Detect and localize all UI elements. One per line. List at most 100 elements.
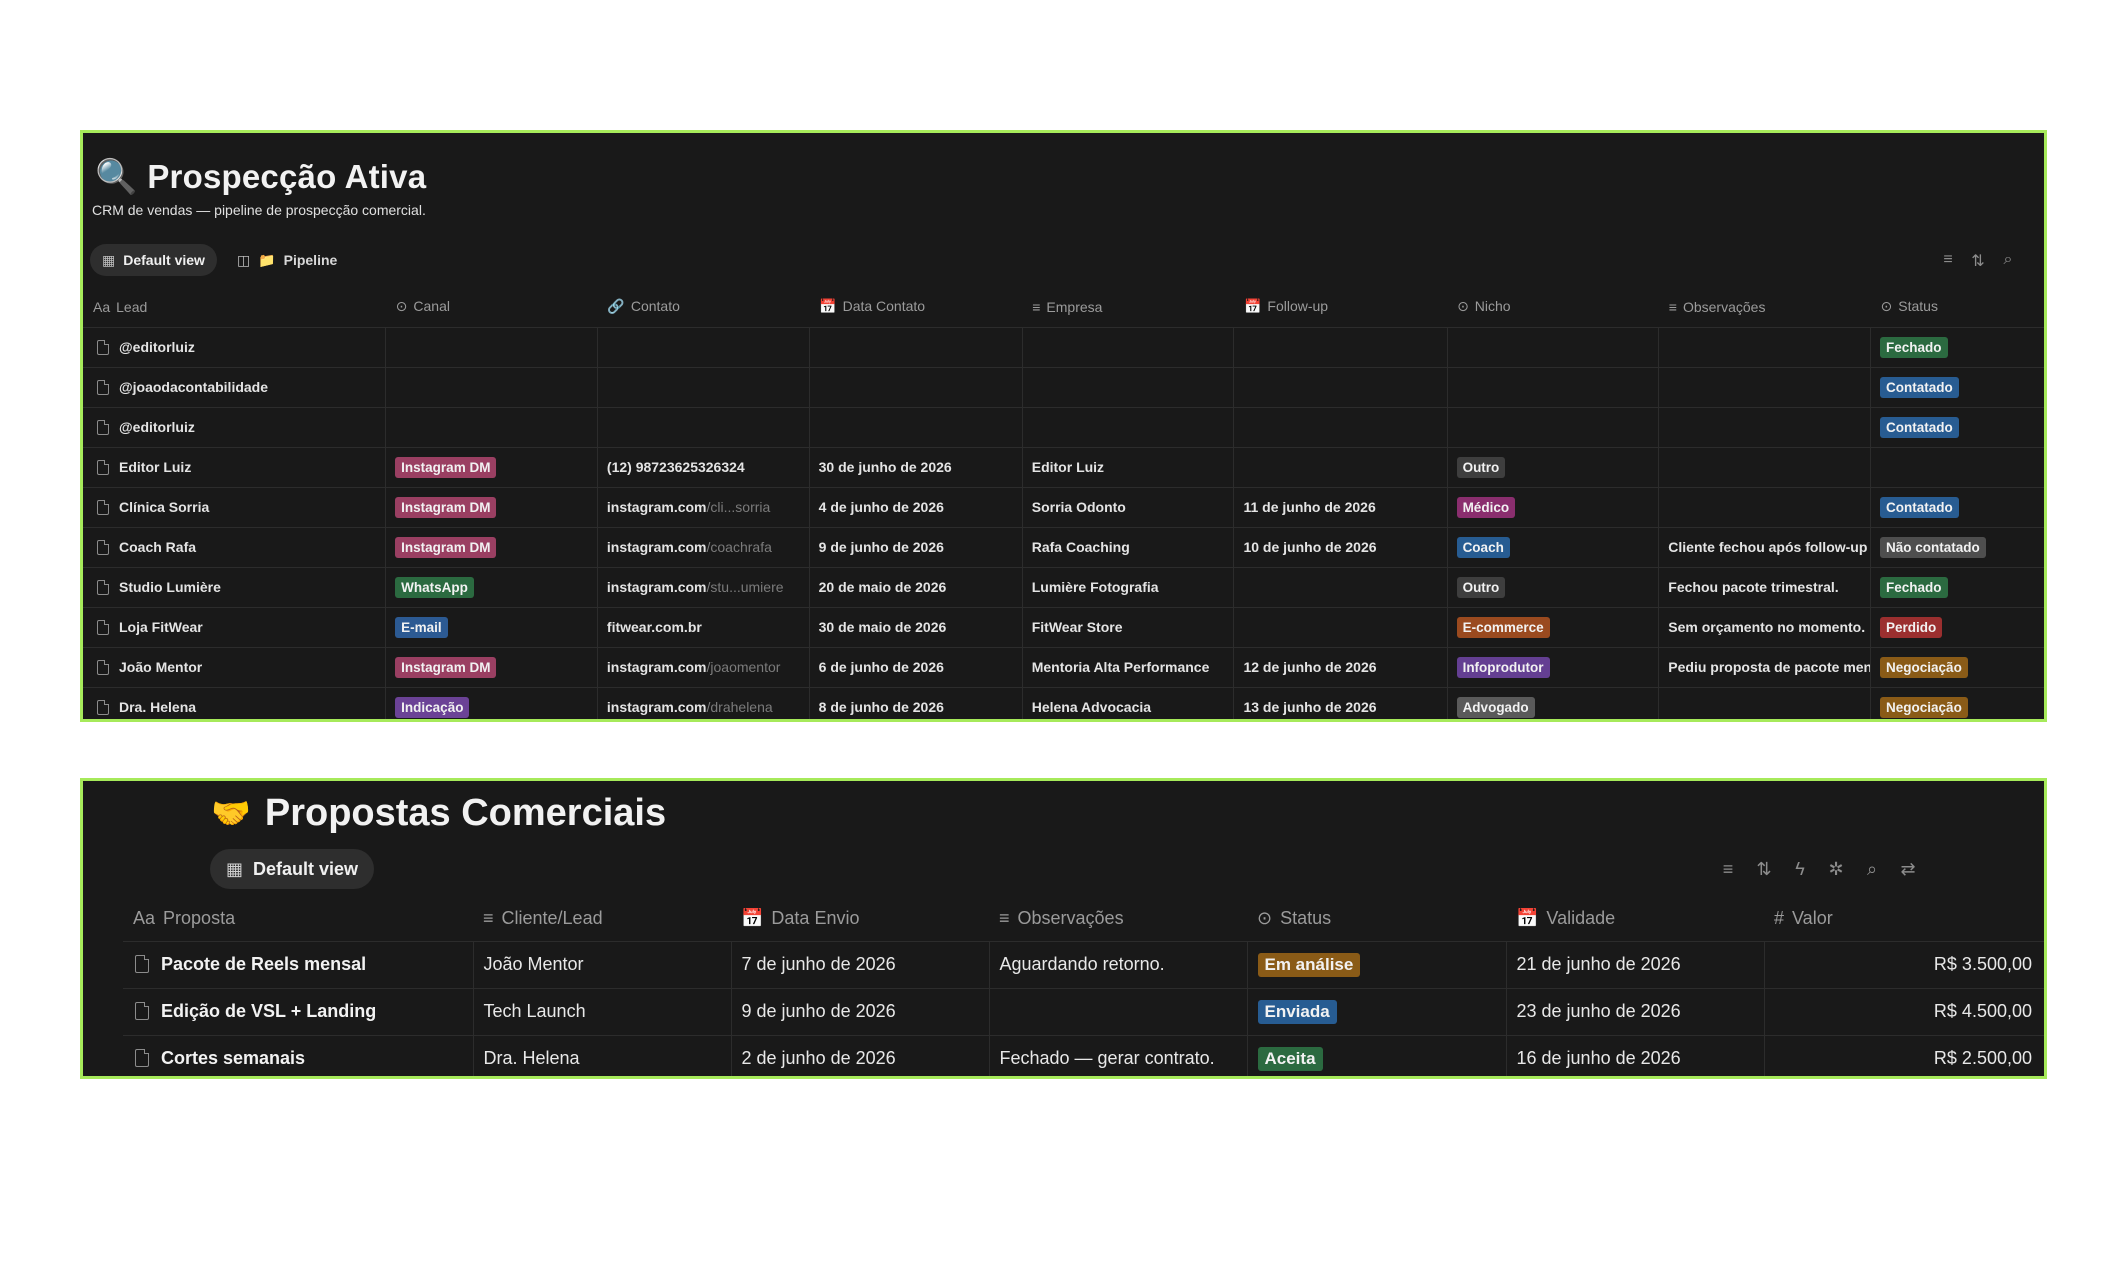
follow-up-cell[interactable]: 12 de junho de 2026 bbox=[1233, 646, 1448, 687]
status-cell[interactable]: Contatado bbox=[1870, 406, 2044, 447]
canal-cell[interactable]: Instagram DM bbox=[385, 446, 598, 487]
column-header-nicho[interactable]: ⊙ Nicho bbox=[1457, 298, 1511, 315]
column-header-data-contato[interactable]: 📅 Data Contato bbox=[819, 298, 926, 315]
contato-cell[interactable]: instagram.com/coachrafa bbox=[596, 526, 810, 567]
contato-link[interactable]: instagram.com bbox=[606, 659, 707, 675]
follow-up-cell[interactable] bbox=[1233, 326, 1448, 367]
contato-cell[interactable]: (12) 98723625326324 bbox=[596, 446, 810, 487]
follow-up-cell[interactable] bbox=[1233, 446, 1448, 487]
observacoes-cell[interactable]: Sem orçamento no momento. bbox=[1658, 606, 1871, 647]
column-header-status[interactable]: ⊙ Status bbox=[1257, 908, 1332, 929]
cliente-cell[interactable]: Dra. Helena bbox=[472, 1034, 731, 1076]
column-header-observacoes[interactable]: ≡ Observações bbox=[1668, 298, 1766, 315]
canal-cell[interactable] bbox=[385, 366, 598, 407]
column-header-observacoes[interactable]: ≡ Observações bbox=[999, 908, 1124, 929]
contato-link[interactable]: (12) 98723625326324 bbox=[606, 459, 745, 475]
nicho-cell[interactable]: Outro bbox=[1446, 446, 1659, 487]
automation-icon[interactable]: ϟ bbox=[1795, 859, 1805, 879]
settings-sliders-icon[interactable]: ⇄ bbox=[1900, 859, 1916, 879]
contato-cell[interactable] bbox=[596, 366, 810, 407]
follow-up-cell[interactable] bbox=[1233, 566, 1448, 607]
proposta-cell[interactable]: Edição de VSL + Landing bbox=[123, 987, 473, 1035]
lead-cell[interactable]: Dra. Helena bbox=[83, 686, 386, 719]
nicho-cell[interactable]: Médico bbox=[1446, 486, 1659, 527]
follow-up-cell[interactable] bbox=[1233, 406, 1448, 447]
contato-cell[interactable]: instagram.com/joaomentor bbox=[596, 646, 810, 687]
status-cell[interactable]: Não contatado bbox=[1870, 526, 2044, 567]
lead-cell[interactable]: Editor Luiz bbox=[83, 446, 386, 487]
table-row[interactable]: João Mentor Instagram DM instagram.com/joa… bbox=[83, 646, 2044, 687]
ai-sparkle-icon[interactable]: ✲ bbox=[1828, 859, 1844, 879]
empresa-cell[interactable]: Rafa Coaching bbox=[1021, 526, 1234, 567]
table-row[interactable]: Clínica Sorria Instagram DM instagram.com/… bbox=[83, 486, 2044, 527]
table-row[interactable]: Edição de VSL + Landing Tech Launch 9 de j… bbox=[123, 987, 2044, 1035]
data-envio-cell[interactable]: 9 de junho de 2026 bbox=[730, 987, 989, 1035]
table-row[interactable]: Pacote de Reels mensal João Mentor 7 de ju… bbox=[123, 940, 2044, 988]
lead-cell[interactable]: @editorluiz bbox=[83, 326, 386, 367]
empresa-cell[interactable] bbox=[1021, 326, 1234, 367]
valor-cell[interactable]: R$ 4.500,00 bbox=[1763, 987, 2044, 1035]
column-header-empresa[interactable]: ≡ Empresa bbox=[1032, 298, 1103, 315]
lead-cell[interactable]: @editorluiz bbox=[83, 406, 386, 447]
canal-cell[interactable]: Indicação bbox=[385, 686, 598, 719]
contato-cell[interactable] bbox=[596, 406, 810, 447]
column-header-cliente[interactable]: ≡ Cliente/Lead bbox=[483, 908, 603, 929]
tab-default-view[interactable]: ▦ Default view bbox=[210, 849, 375, 889]
sort-icon[interactable]: ⇅ bbox=[1756, 859, 1772, 879]
table-row[interactable]: Coach Rafa Instagram DM instagram.com/coac… bbox=[83, 526, 2044, 567]
empresa-cell[interactable] bbox=[1021, 366, 1234, 407]
table-row[interactable]: @editorluiz Fechado bbox=[83, 326, 2044, 367]
filter-icon[interactable]: ≡ bbox=[1943, 251, 1953, 268]
data-contato-cell[interactable]: 20 de maio de 2026 bbox=[808, 566, 1023, 607]
nicho-cell[interactable]: Coach bbox=[1446, 526, 1659, 567]
validade-cell[interactable]: 23 de junho de 2026 bbox=[1505, 987, 1764, 1035]
status-cell[interactable]: Contatado bbox=[1870, 366, 2044, 407]
contato-link[interactable]: instagram.com bbox=[606, 499, 707, 515]
table-row[interactable]: Loja FitWear E-mail fitwear.com.br 30 de ma… bbox=[83, 606, 2044, 647]
lead-cell[interactable]: Clínica Sorria bbox=[83, 486, 386, 527]
canal-cell[interactable]: Instagram DM bbox=[385, 646, 598, 687]
follow-up-cell[interactable] bbox=[1233, 606, 1448, 647]
status-cell[interactable]: Contatado bbox=[1870, 486, 2044, 527]
tab-pipeline[interactable]: ◫ 📁 Pipeline bbox=[225, 244, 349, 276]
nicho-cell[interactable]: Outro bbox=[1446, 566, 1659, 607]
search-icon[interactable]: ⌕ bbox=[1866, 859, 1878, 879]
follow-up-cell[interactable]: 13 de junho de 2026 bbox=[1233, 686, 1448, 719]
observacoes-cell[interactable]: Cliente fechou após follow-up bbox=[1658, 526, 1871, 567]
canal-cell[interactable]: Instagram DM bbox=[385, 486, 598, 527]
validade-cell[interactable]: 21 de junho de 2026 bbox=[1505, 940, 1764, 988]
canal-cell[interactable] bbox=[385, 406, 598, 447]
contato-link[interactable]: instagram.com bbox=[606, 699, 707, 716]
status-cell[interactable] bbox=[1870, 446, 2044, 487]
valor-cell[interactable]: R$ 2.500,00 bbox=[1763, 1034, 2044, 1076]
canal-cell[interactable]: Instagram DM bbox=[385, 526, 598, 567]
observacoes-cell[interactable] bbox=[1658, 406, 1871, 447]
observacoes-cell[interactable]: Aguardando retorno. bbox=[988, 940, 1247, 988]
column-header-proposta[interactable]: Aa Proposta bbox=[133, 908, 236, 929]
lead-cell[interactable]: Coach Rafa bbox=[83, 526, 386, 567]
valor-cell[interactable]: R$ 3.500,00 bbox=[1763, 940, 2044, 988]
table-row[interactable]: Studio Lumière WhatsApp instagram.com/stu.… bbox=[83, 566, 2044, 607]
observacoes-cell[interactable] bbox=[1658, 446, 1871, 487]
empresa-cell[interactable]: FitWear Store bbox=[1021, 606, 1234, 647]
follow-up-cell[interactable]: 10 de junho de 2026 bbox=[1233, 526, 1448, 567]
status-cell[interactable]: Fechado bbox=[1870, 326, 2044, 367]
cliente-cell[interactable]: Tech Launch bbox=[472, 987, 731, 1035]
observacoes-cell[interactable]: Pediu proposta de pacote mens bbox=[1658, 646, 1871, 687]
tab-default-view[interactable]: ▦ Default view bbox=[90, 244, 217, 276]
lead-cell[interactable]: Studio Lumière bbox=[83, 566, 386, 607]
data-envio-cell[interactable]: 7 de junho de 2026 bbox=[730, 940, 989, 988]
data-contato-cell[interactable]: 6 de junho de 2026 bbox=[808, 646, 1023, 687]
observacoes-cell[interactable]: Fechado — gerar contrato. bbox=[988, 1034, 1247, 1076]
status-cell[interactable]: Aceita bbox=[1246, 1034, 1506, 1076]
observacoes-cell[interactable] bbox=[1658, 326, 1871, 367]
contato-cell[interactable]: instagram.com/cli...sorria bbox=[596, 486, 810, 527]
data-contato-cell[interactable]: 30 de junho de 2026 bbox=[808, 446, 1023, 487]
column-header-validade[interactable]: 📅 Validade bbox=[1516, 908, 1616, 929]
contato-link[interactable]: instagram.com bbox=[606, 539, 707, 555]
column-header-contato[interactable]: 🔗 Contato bbox=[607, 298, 680, 315]
data-contato-cell[interactable] bbox=[808, 366, 1023, 407]
status-cell[interactable]: Perdido bbox=[1870, 606, 2044, 647]
contato-cell[interactable] bbox=[596, 326, 810, 367]
nicho-cell[interactable]: E-commerce bbox=[1446, 606, 1659, 647]
